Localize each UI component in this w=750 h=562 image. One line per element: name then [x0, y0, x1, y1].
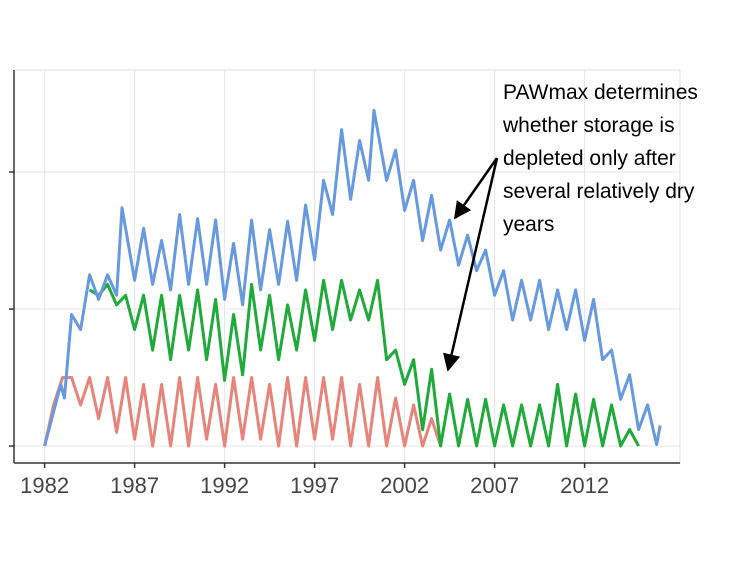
x-tick-label: 1992 — [200, 473, 249, 498]
arrow — [443, 157, 499, 372]
x-tick-label: 2007 — [470, 473, 519, 498]
annotation-line: PAWmax determines — [503, 81, 698, 104]
series-line — [43, 376, 443, 448]
x-tick-label: 2012 — [560, 473, 609, 498]
annotation-line: whether storage is — [502, 114, 675, 137]
x-tick-label: 2002 — [380, 473, 429, 498]
series-line — [88, 278, 640, 448]
arrow — [453, 157, 499, 220]
x-tick-label: 1987 — [110, 473, 159, 498]
annotation-line: years — [503, 213, 554, 236]
annotation-line: depleted only after — [503, 147, 676, 170]
series-line — [43, 108, 662, 447]
annotation: PAWmax determines whether storage is dep… — [502, 81, 698, 236]
x-tick-label: 1982 — [20, 473, 69, 498]
x-tick-label: 1997 — [290, 473, 339, 498]
annotation-line: several relatively dry — [503, 180, 695, 203]
